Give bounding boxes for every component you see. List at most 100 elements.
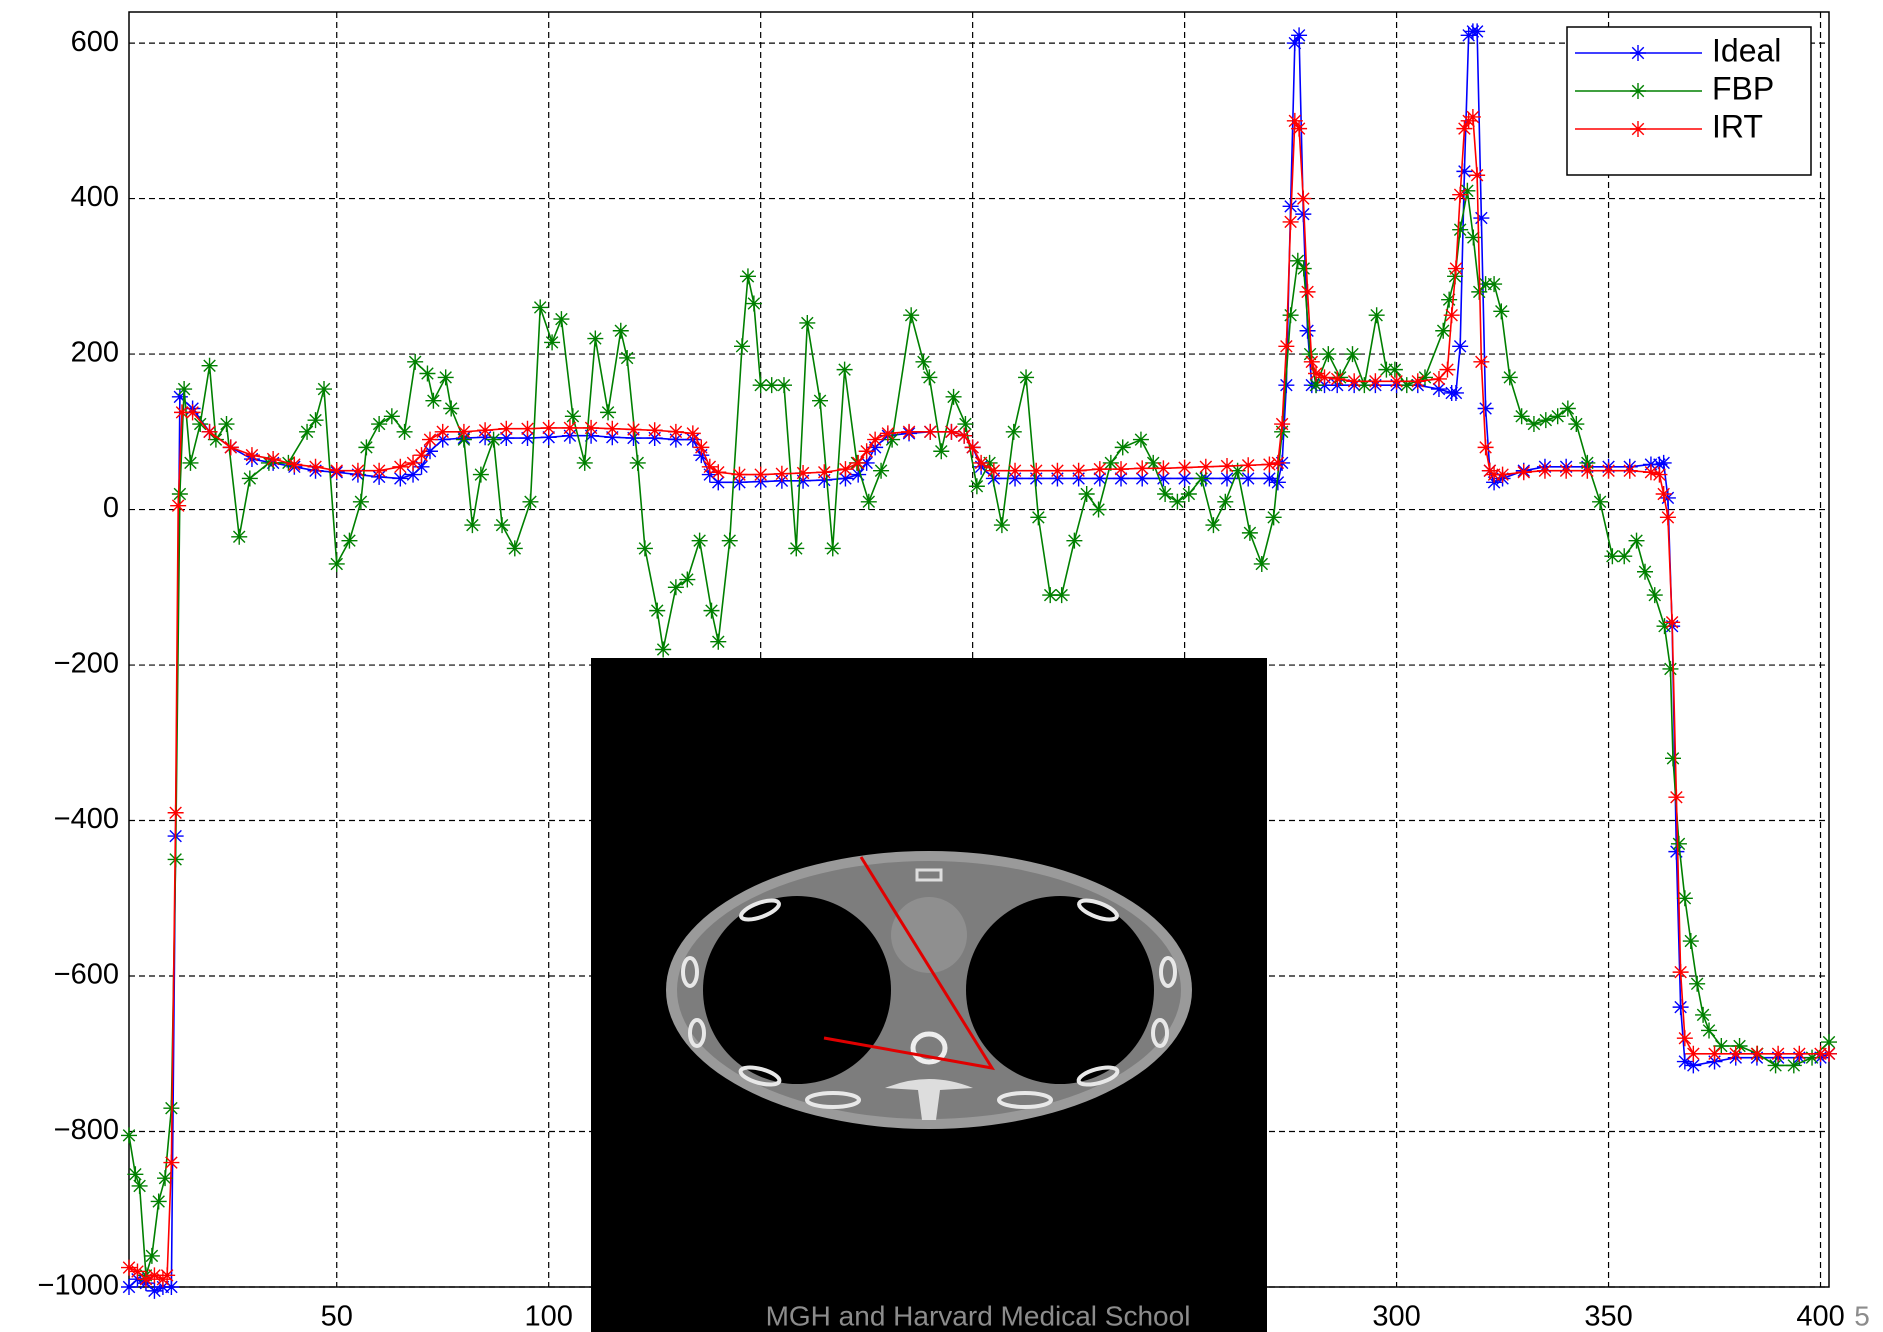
data-point xyxy=(957,416,973,432)
data-point xyxy=(1030,509,1046,525)
data-point xyxy=(1668,789,1684,805)
data-point xyxy=(507,540,523,556)
data-point xyxy=(392,459,408,475)
data-point xyxy=(350,463,366,479)
data-point xyxy=(1671,836,1687,852)
data-point xyxy=(710,634,726,650)
y-tick-label: −200 xyxy=(54,648,119,680)
data-point xyxy=(1622,463,1638,479)
data-point xyxy=(1389,373,1405,389)
data-point xyxy=(1115,439,1131,455)
data-point xyxy=(1749,1046,1765,1062)
data-point xyxy=(1473,210,1489,226)
data-point xyxy=(703,603,719,619)
data-point xyxy=(1728,1046,1744,1062)
page-number: 5 xyxy=(1854,1300,1870,1331)
data-point xyxy=(1296,261,1312,277)
data-point xyxy=(1308,366,1324,382)
data-point xyxy=(1291,27,1307,43)
data-point xyxy=(1677,1030,1693,1046)
data-point xyxy=(850,455,866,471)
data-point xyxy=(647,422,663,438)
data-point xyxy=(1006,424,1022,440)
data-point xyxy=(329,463,345,479)
data-point xyxy=(1538,412,1554,428)
data-point xyxy=(1452,338,1468,354)
data-point xyxy=(577,455,593,471)
data-point xyxy=(565,408,581,424)
data-point xyxy=(1673,999,1689,1015)
data-point xyxy=(1018,369,1034,385)
phantom-lung-left xyxy=(703,896,891,1084)
data-point xyxy=(583,420,599,436)
data-point xyxy=(873,463,889,479)
data-point xyxy=(776,377,792,393)
y-tick-label: 600 xyxy=(71,26,119,58)
data-point xyxy=(425,393,441,409)
data-point xyxy=(477,422,493,438)
data-point xyxy=(1304,354,1320,370)
data-point xyxy=(1456,163,1472,179)
data-point xyxy=(816,464,832,480)
data-point xyxy=(1660,509,1676,525)
data-point xyxy=(192,416,208,432)
data-point xyxy=(498,421,514,437)
data-point xyxy=(1558,463,1574,479)
data-point xyxy=(1181,486,1197,502)
data-point xyxy=(692,533,708,549)
data-point xyxy=(1007,463,1023,479)
data-point xyxy=(1295,191,1311,207)
data-point xyxy=(994,517,1010,533)
data-point xyxy=(144,1248,160,1264)
data-point xyxy=(1662,661,1678,677)
data-point xyxy=(242,470,258,486)
data-point xyxy=(685,425,701,441)
data-point xyxy=(1028,463,1044,479)
data-point xyxy=(625,421,641,437)
data-point xyxy=(973,455,989,471)
data-point xyxy=(1091,502,1107,518)
y-tick-label: −1000 xyxy=(38,1270,119,1302)
x-tick-label: 50 xyxy=(321,1301,353,1332)
data-point xyxy=(438,369,454,385)
phantom-lung-right xyxy=(966,896,1154,1084)
data-point xyxy=(1092,461,1108,477)
data-point xyxy=(799,315,815,331)
data-point xyxy=(1278,338,1294,354)
data-point xyxy=(1270,455,1286,471)
data-point xyxy=(1448,385,1464,401)
data-point xyxy=(419,366,435,382)
data-point xyxy=(1473,354,1489,370)
data-point xyxy=(1198,459,1214,475)
data-point xyxy=(1266,509,1282,525)
data-point xyxy=(121,1127,137,1143)
data-point xyxy=(163,1155,179,1171)
data-point xyxy=(1071,463,1087,479)
data-point xyxy=(1537,463,1553,479)
data-point xyxy=(202,424,218,440)
data-point xyxy=(1768,1057,1784,1073)
data-point xyxy=(1469,23,1485,39)
data-point xyxy=(1300,284,1316,300)
data-point xyxy=(746,296,762,312)
data-point xyxy=(1695,1007,1711,1023)
data-point xyxy=(407,354,423,370)
data-point xyxy=(655,642,671,658)
data-point xyxy=(679,572,695,588)
data-point xyxy=(532,299,548,315)
data-point xyxy=(520,421,536,437)
data-point xyxy=(553,311,569,327)
data-point xyxy=(1664,614,1680,630)
data-point xyxy=(1444,307,1460,323)
data-point xyxy=(202,358,218,374)
legend-marker xyxy=(1630,83,1646,99)
data-point xyxy=(1320,346,1336,362)
data-point xyxy=(1629,533,1645,549)
x-tick-label: 100 xyxy=(525,1301,573,1332)
x-tick-label: 400 xyxy=(1796,1301,1844,1332)
data-point xyxy=(456,424,472,440)
data-point xyxy=(1502,369,1518,385)
y-tick-label: 400 xyxy=(71,181,119,213)
legend-marker xyxy=(1630,45,1646,61)
data-point xyxy=(1448,261,1464,277)
